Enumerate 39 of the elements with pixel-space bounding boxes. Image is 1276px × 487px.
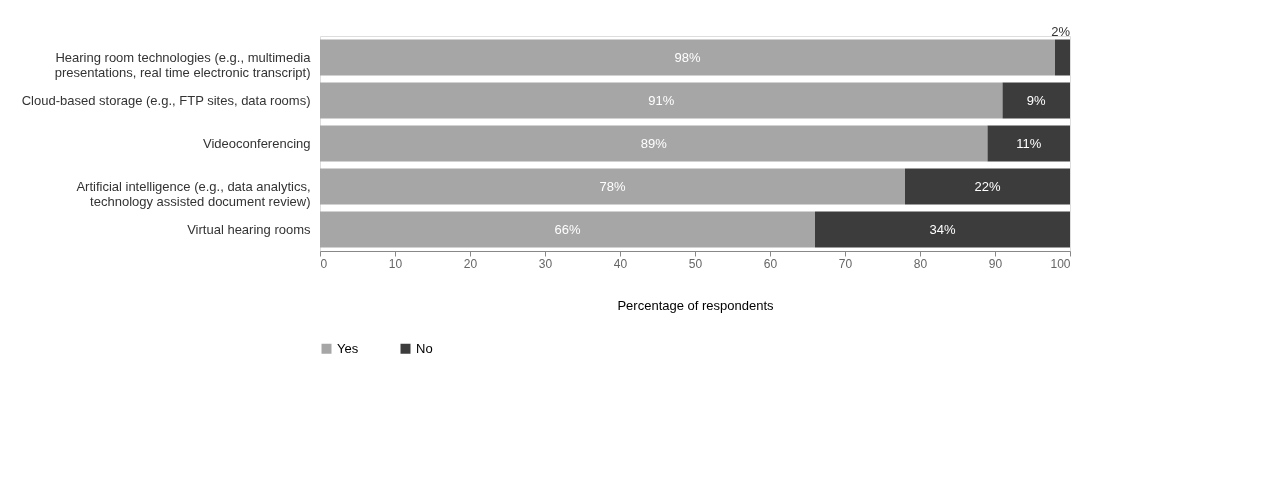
x-tick-label: 40 xyxy=(613,256,628,271)
data-label: 22% xyxy=(974,178,1001,194)
bar xyxy=(320,168,905,205)
bar xyxy=(320,39,1055,76)
bar xyxy=(987,125,1070,162)
bar xyxy=(320,125,988,162)
data-label: 78% xyxy=(599,178,626,194)
y-tick-label: Artificial intelligence (e.g., data analytics, technology assisted document review) xyxy=(76,178,311,209)
data-label: 34% xyxy=(929,221,956,237)
data-label: 66% xyxy=(554,221,581,237)
x-tick-label: 70 xyxy=(838,256,853,271)
x-tick-label: 10 xyxy=(388,256,403,271)
data-label: 11% xyxy=(1016,135,1042,151)
bar xyxy=(320,211,815,248)
x-tick-label: 90 xyxy=(988,256,1003,271)
x-tick-label: 80 xyxy=(913,256,928,271)
legend-label: Yes xyxy=(337,340,359,356)
x-tick-label: 0 xyxy=(320,256,328,271)
data-label: 9% xyxy=(1026,92,1047,108)
legend-label: No xyxy=(416,340,433,356)
x-tick-label: 20 xyxy=(463,256,478,271)
bar xyxy=(320,82,1003,119)
bar xyxy=(1002,82,1070,119)
data-label: 98% xyxy=(674,49,701,65)
y-tick-label: Videoconferencing xyxy=(203,135,311,151)
x-axis-title: Percentage of respondents xyxy=(617,297,775,313)
bar xyxy=(1055,39,1070,76)
x-tick-label: 30 xyxy=(538,256,553,271)
data-label: 89% xyxy=(640,135,668,151)
data-label: 91% xyxy=(648,92,675,108)
y-tick-label: Hearing room technologies (e.g., multimedia presentations, real time electronic transcript) xyxy=(54,49,312,80)
bar xyxy=(815,211,1070,248)
x-tick-label: 50 xyxy=(688,256,703,271)
bar xyxy=(905,168,1070,205)
x-tick-label: 60 xyxy=(763,256,778,271)
y-tick-label: Virtual hearing rooms xyxy=(187,221,311,237)
data-label: 2% xyxy=(1051,23,1071,39)
x-tick-label: 100 xyxy=(1050,256,1071,271)
y-tick-label: Cloud-based storage (e.g., FTP sites, data rooms) xyxy=(21,92,311,108)
